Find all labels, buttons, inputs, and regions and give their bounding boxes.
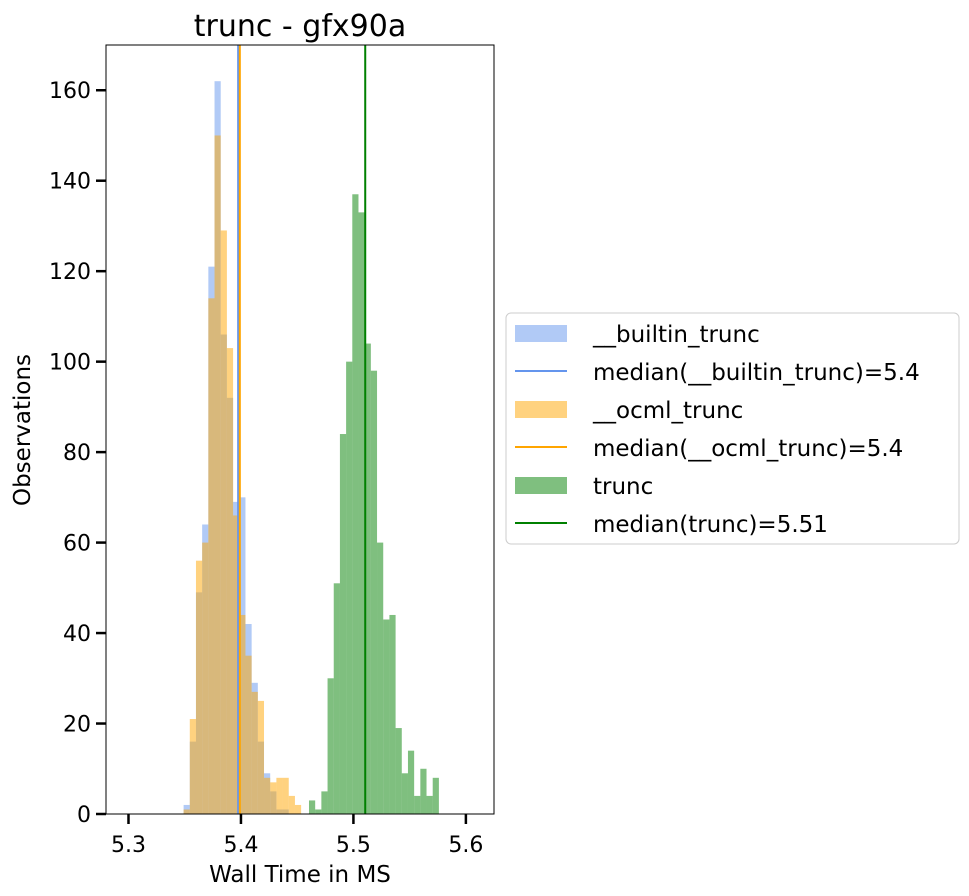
series-__ocml_trunc [183,135,302,815]
legend-swatch-0 [515,325,567,342]
bar-trunc-5 [339,434,347,814]
bar-trunc-8 [358,212,365,814]
median-lines [237,45,367,814]
bar-__ocml_trunc-18 [294,804,302,814]
legend-box [505,312,960,545]
bar-__ocml_trunc-14 [270,782,277,814]
legend-label-3: median(__ocml_trunc)=5.4 [593,436,903,462]
bar-__ocml_trunc-3 [202,542,209,814]
bar-trunc-0 [308,800,316,814]
y-axis: 0 20 40 60 80 100 120 140 160 [49,79,106,828]
bar-trunc-12 [383,619,390,814]
chart-title: trunc - gfx90a [194,9,406,44]
bar-trunc-15 [401,773,408,814]
bar-trunc-13 [389,614,396,814]
legend-label-2: __ocml_trunc [592,398,743,424]
bar-trunc-2 [321,791,328,814]
legend-swatch-2 [515,401,567,418]
histogram-bars [183,81,439,815]
bar-__ocml_trunc-15 [276,777,283,814]
y-tick-label-6: 120 [49,260,91,285]
bar-__ocml_trunc-17 [288,795,295,814]
bar-trunc-20 [432,777,439,814]
legend-swatch-4 [515,477,567,494]
bar-trunc-9 [364,343,371,814]
bar-trunc-3 [327,678,334,814]
bar-trunc-6 [346,361,353,814]
bar-__ocml_trunc-2 [195,560,203,814]
y-tick-label-3: 60 [63,532,91,557]
bar-__ocml_trunc-10 [245,655,252,814]
x-tick-label-2: 5.5 [336,833,371,858]
bar-__ocml_trunc-12 [257,700,265,814]
y-tick-label-2: 40 [63,622,91,647]
bar-__ocml_trunc-1 [189,719,196,814]
legend: __builtin_trunc median(__builtin_trunc)=5… [505,312,960,545]
bar-__ocml_trunc-13 [264,777,271,814]
bar-__ocml_trunc-8 [233,515,240,814]
bar-__ocml_trunc-5 [214,135,221,814]
bar-trunc-17 [414,795,421,814]
bar-trunc-11 [377,542,384,814]
legend-label-4: trunc [593,474,653,500]
y-tick-label-0: 0 [77,803,91,828]
legend-label-0: __builtin_trunc [592,322,760,348]
bar-trunc-18 [420,768,427,814]
x-axis-label: Wall Time in MS [209,862,391,888]
legend-label-1: median(__builtin_trunc)=5.4 [593,360,920,386]
bar-__ocml_trunc-11 [251,691,258,814]
legend-label-5: median(trunc)=5.51 [593,512,828,538]
bar-trunc-4 [333,583,340,814]
plot-frame [105,44,495,815]
bar-__ocml_trunc-4 [208,298,215,815]
bar-trunc-10 [370,370,378,814]
x-tick-label-0: 5.3 [111,833,146,858]
bar-trunc-1 [315,809,322,814]
x-tick-label-1: 5.4 [223,833,258,858]
bar-trunc-19 [426,795,433,814]
series-trunc [308,194,439,814]
x-tick-label-3: 5.6 [448,833,483,858]
bar-__ocml_trunc-0 [183,809,190,814]
bar-__ocml_trunc-9 [239,614,246,814]
y-axis-label: Observations [10,354,36,506]
bar-__ocml_trunc-16 [282,777,289,814]
y-tick-label-7: 140 [49,170,91,195]
y-tick-label-8: 160 [49,79,91,104]
bar-trunc-14 [395,728,402,814]
y-tick-label-5: 100 [49,351,91,376]
bar-trunc-7 [352,194,359,814]
x-axis: 5.3 5.4 5.5 5.6 [111,814,483,858]
bar-__ocml_trunc-7 [226,348,234,814]
bar-trunc-16 [407,750,415,814]
bar-__ocml_trunc-6 [220,230,227,814]
y-tick-label-4: 80 [63,441,91,466]
y-tick-label-1: 20 [63,713,91,738]
